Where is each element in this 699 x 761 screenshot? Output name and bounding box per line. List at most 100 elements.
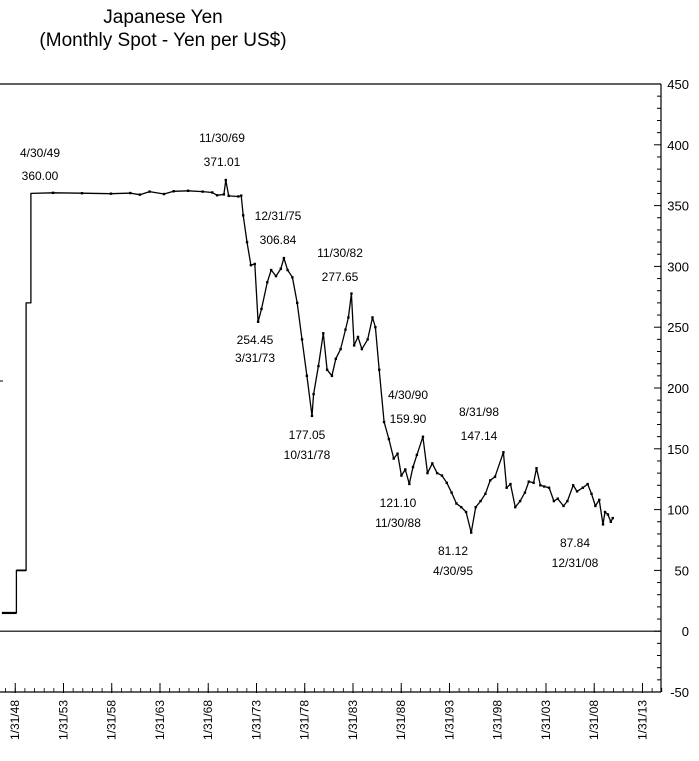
data-point: [523, 491, 527, 494]
data-point: [201, 190, 204, 193]
annotation-date: 4/30/95: [433, 564, 473, 578]
data-point: [396, 452, 399, 455]
data-point: [305, 374, 309, 378]
annotation: 12/31/75 306.84: [255, 209, 302, 247]
annotation-value: 371.01: [204, 155, 241, 169]
data-point: [291, 276, 294, 279]
annotation-value: 159.90: [390, 412, 427, 426]
data-point: [535, 467, 538, 470]
data-point: [109, 192, 113, 195]
data-point: [435, 471, 439, 475]
data-point: [371, 316, 374, 319]
data-point: [347, 316, 350, 319]
data-point: [339, 347, 342, 351]
data-point: [479, 499, 482, 503]
data-point: [505, 486, 508, 489]
data-point: [237, 195, 240, 198]
annotation: 11/30/88 121.10: [375, 496, 421, 530]
data-point: [356, 335, 360, 339]
data-point: [317, 364, 320, 368]
data-point: [224, 178, 228, 182]
annotation-date: 4/30/49: [20, 146, 60, 160]
data-point: [509, 482, 512, 486]
x-tick-label: 1/31/68: [201, 700, 215, 740]
data-point: [411, 465, 415, 469]
x-tick-label: 1/31/48: [8, 700, 22, 740]
annotation-value: 147.14: [461, 429, 498, 443]
data-point: [552, 499, 556, 503]
data-point: [450, 491, 453, 494]
plot-frame: [0, 83, 662, 693]
annotation-value: 81.12: [438, 544, 468, 558]
annotation-value: 306.84: [260, 233, 297, 247]
annotation-date: 3/31/73: [235, 351, 275, 365]
data-point: [474, 505, 477, 509]
data-point: [162, 192, 166, 196]
annotation-value: 360.00: [22, 169, 59, 183]
data-point: [547, 486, 551, 489]
data-point: [129, 191, 132, 195]
x-tick-label: 1/31/88: [394, 700, 408, 740]
data-point: [211, 191, 214, 194]
data-point: [502, 451, 505, 454]
data-point: [360, 347, 364, 351]
x-tick-label: 1/31/78: [298, 700, 312, 740]
data-point: [440, 474, 444, 477]
data-point: [266, 281, 269, 284]
data-point: [415, 453, 419, 457]
data-point: [539, 484, 542, 487]
annotation: 11/30/69 371.01: [199, 131, 245, 169]
x-axis-tick-labels: 1/31/48 1/31/53 1/31/58 1/31/63 1/31/68 1/31/…: [8, 700, 649, 740]
data-point: [80, 191, 84, 195]
data-point: [378, 368, 381, 371]
annotation: 12/31/08 87.84: [552, 536, 599, 570]
data-point: [421, 435, 425, 438]
data-point: [138, 193, 142, 196]
data-point: [556, 497, 559, 500]
data-point: [286, 268, 289, 272]
data-point: [312, 392, 315, 396]
data-point: [543, 485, 546, 488]
data-point: [240, 194, 243, 197]
data-point: [518, 499, 522, 503]
annotation: 3/31/73 254.45: [235, 333, 275, 365]
x-tick-label: 1/31/13: [635, 700, 649, 740]
y-tick-label: 50: [675, 563, 689, 578]
annotation-date: 4/30/90: [388, 388, 428, 402]
data-point: [611, 516, 614, 520]
annotation-value: 277.65: [322, 270, 359, 284]
annotations-group: 4/30/49 360.00 11/30/69 371.01 12/31/75 306.8…: [20, 131, 599, 578]
data-point: [408, 482, 411, 486]
annotation-date: 11/30/82: [317, 246, 363, 260]
x-tick-label: 1/31/08: [587, 700, 601, 740]
x-tick-label: 1/31/63: [153, 700, 167, 740]
data-point: [330, 374, 334, 378]
data-point: [374, 326, 377, 329]
annotation: 11/30/82 277.65: [317, 246, 363, 284]
data-point: [426, 471, 429, 475]
annotation-date: 11/30/69: [199, 131, 245, 145]
data-point: [269, 268, 273, 272]
data-point: [609, 520, 613, 523]
y-tick-label: 100: [667, 503, 689, 518]
data-point: [172, 190, 175, 193]
y-tick-label: 450: [667, 77, 689, 92]
data-point: [493, 475, 497, 478]
data-point: [279, 267, 283, 271]
data-point: [532, 481, 535, 485]
data-point: [392, 457, 395, 460]
data-point: [404, 468, 407, 471]
data-point: [387, 437, 391, 441]
data-point: [431, 462, 434, 465]
data-point: [586, 482, 589, 486]
data-point: [215, 194, 219, 197]
annotation-date: 8/31/98: [459, 405, 499, 419]
data-point: [325, 368, 329, 371]
data-point: [249, 263, 253, 267]
annotation-value: 121.10: [380, 496, 417, 510]
x-tick-label: 1/31/73: [249, 700, 263, 740]
data-point: [445, 481, 448, 485]
y-tick-label: 400: [667, 138, 689, 153]
x-tick-label: 1/31/03: [539, 700, 553, 740]
